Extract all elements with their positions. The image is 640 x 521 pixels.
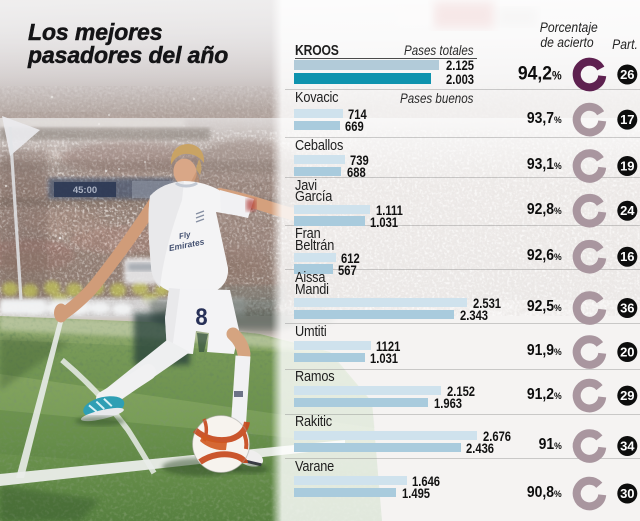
svg-text:45:00: 45:00 (73, 185, 97, 196)
svg-text:Fly: Fly (178, 230, 192, 241)
svg-text:8: 8 (195, 303, 207, 330)
